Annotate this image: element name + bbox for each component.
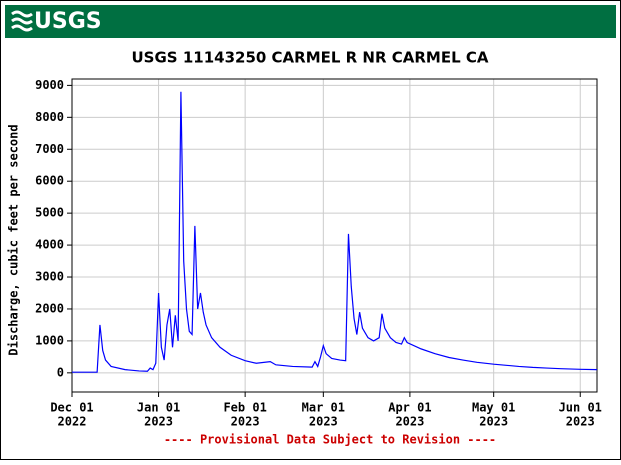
y-tick-label: 4000 <box>35 238 64 252</box>
logo-waves <box>11 10 33 32</box>
x-tick-year: 2023 <box>395 415 424 429</box>
plot-frame <box>71 78 598 393</box>
y-tick-label: 0 <box>57 365 64 379</box>
x-tick-label: Jun 01 <box>559 401 602 415</box>
x-tick-year: 2023 <box>566 415 595 429</box>
x-tick-year: 2023 <box>231 415 260 429</box>
y-tick-label: 6000 <box>35 174 64 188</box>
y-tick-label: 5000 <box>35 206 64 220</box>
x-tick-year: 2023 <box>479 415 508 429</box>
y-axis-label: Discharge, cubic feet per second <box>7 124 21 355</box>
y-tick-label: 3000 <box>35 270 64 284</box>
chart-title: USGS 11143250 CARMEL R NR CARMEL CA <box>132 49 489 67</box>
y-tick-label: 1000 <box>35 333 64 347</box>
x-tick-year: 2022 <box>58 415 87 429</box>
x-tick-label: Apr 01 <box>388 401 431 415</box>
x-tick-year: 2023 <box>309 415 338 429</box>
y-tick-label: 8000 <box>35 110 64 124</box>
x-tick-year: 2023 <box>144 415 173 429</box>
header-bar <box>5 5 616 38</box>
x-tick-label: Mar 01 <box>302 401 345 415</box>
annotation: ---- Provisional Data Subject to Revisio… <box>164 433 496 447</box>
x-tick-label: Dec 01 <box>50 401 93 415</box>
y-tick-label: 9000 <box>35 78 64 92</box>
y-tick-label: 2000 <box>35 301 64 315</box>
x-tick-label: Feb 01 <box>223 401 266 415</box>
logo: USGS <box>34 9 102 34</box>
x-tick-label: Jan 01 <box>137 401 180 415</box>
y-tick-label: 7000 <box>35 142 64 156</box>
x-tick-label: May 01 <box>472 401 515 415</box>
discharge-line <box>72 91 598 373</box>
